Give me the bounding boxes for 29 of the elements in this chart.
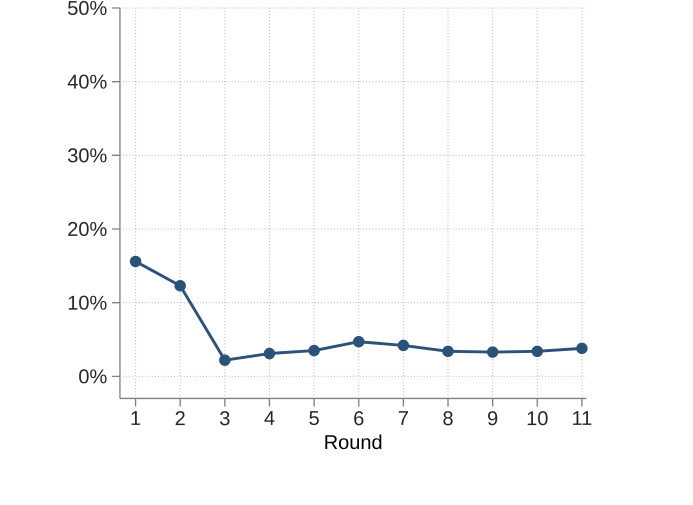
point [308, 344, 320, 356]
x-tick-label: 6 [354, 411, 364, 426]
point [130, 256, 142, 268]
y-tick-label: 40% [68, 74, 107, 89]
point [353, 336, 364, 348]
y-tick-label: 30% [68, 148, 107, 162]
y-tick-label: 10% [68, 296, 107, 310]
x-tick-label: 7 [398, 411, 408, 425]
x-tick-label: 8 [443, 411, 453, 426]
x-tick-label: 11 [573, 411, 592, 425]
x-tick-label: 9 [488, 411, 498, 426]
x-axis-title: Round [325, 434, 382, 450]
x-tick-label: 10 [528, 411, 548, 426]
point [219, 354, 231, 366]
point [264, 348, 276, 360]
y-tick-label: 50% [68, 0, 107, 16]
y-tick-label: 0% [79, 369, 107, 384]
point [442, 346, 454, 358]
x-tick-label: 3 [220, 411, 230, 426]
x-tick-label: 2 [176, 411, 185, 426]
x-tick-label: 5 [309, 411, 319, 426]
x-tick-label: 1 [132, 411, 140, 425]
point [532, 346, 544, 358]
point [576, 342, 588, 354]
point [486, 346, 498, 358]
point [174, 280, 186, 292]
x-tick-label: 4 [264, 411, 274, 425]
point [398, 340, 410, 352]
y-tick-label: 20% [68, 222, 107, 236]
